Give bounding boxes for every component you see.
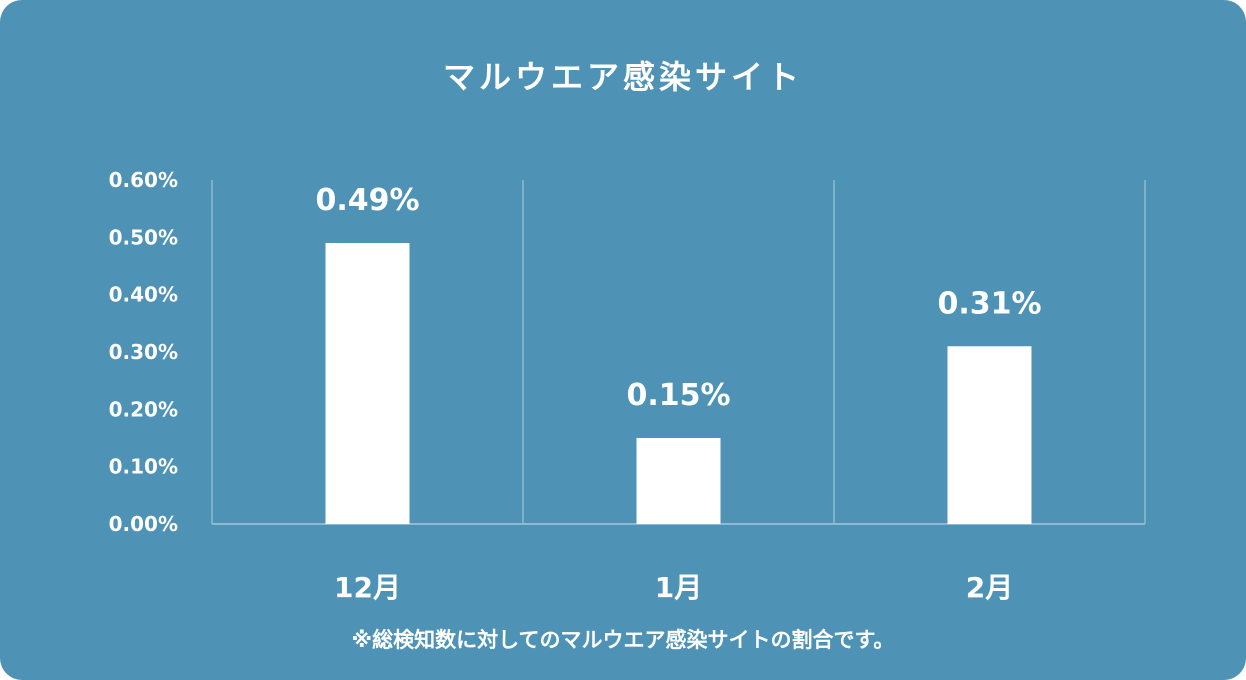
y-tick-label: 0.20% [109, 397, 178, 421]
data-label: 0.15% [626, 378, 730, 413]
y-tick-label: 0.50% [109, 225, 178, 249]
y-tick-label: 0.40% [109, 283, 178, 307]
footnote: ※総検知数に対してのマルウエア感染サイトの割合です。 [351, 628, 895, 652]
bar-3 [947, 346, 1032, 524]
x-tick-label: 1月 [655, 571, 702, 604]
y-tick-label: 0.10% [109, 455, 178, 479]
x-tick-label: 12月 [334, 571, 401, 604]
chart-title: マルウエア感染サイト [442, 58, 803, 96]
data-label: 0.49% [315, 183, 419, 218]
y-axis-ticks: 0.00% 0.10% 0.20% 0.30% 0.40% 0.50% 0.60% [109, 168, 178, 536]
data-label: 0.31% [937, 286, 1041, 321]
bars [325, 243, 1032, 525]
data-labels: 0.49% 0.15% 0.31% [315, 183, 1041, 413]
bar-1 [325, 243, 410, 525]
x-tick-label: 2月 [966, 571, 1013, 604]
bar-2 [636, 438, 721, 524]
y-tick-label: 0.60% [109, 168, 178, 192]
y-tick-label: 0.30% [109, 340, 178, 364]
y-tick-label: 0.00% [109, 512, 178, 536]
x-axis-ticks: 12月 1月 2月 [334, 571, 1013, 604]
